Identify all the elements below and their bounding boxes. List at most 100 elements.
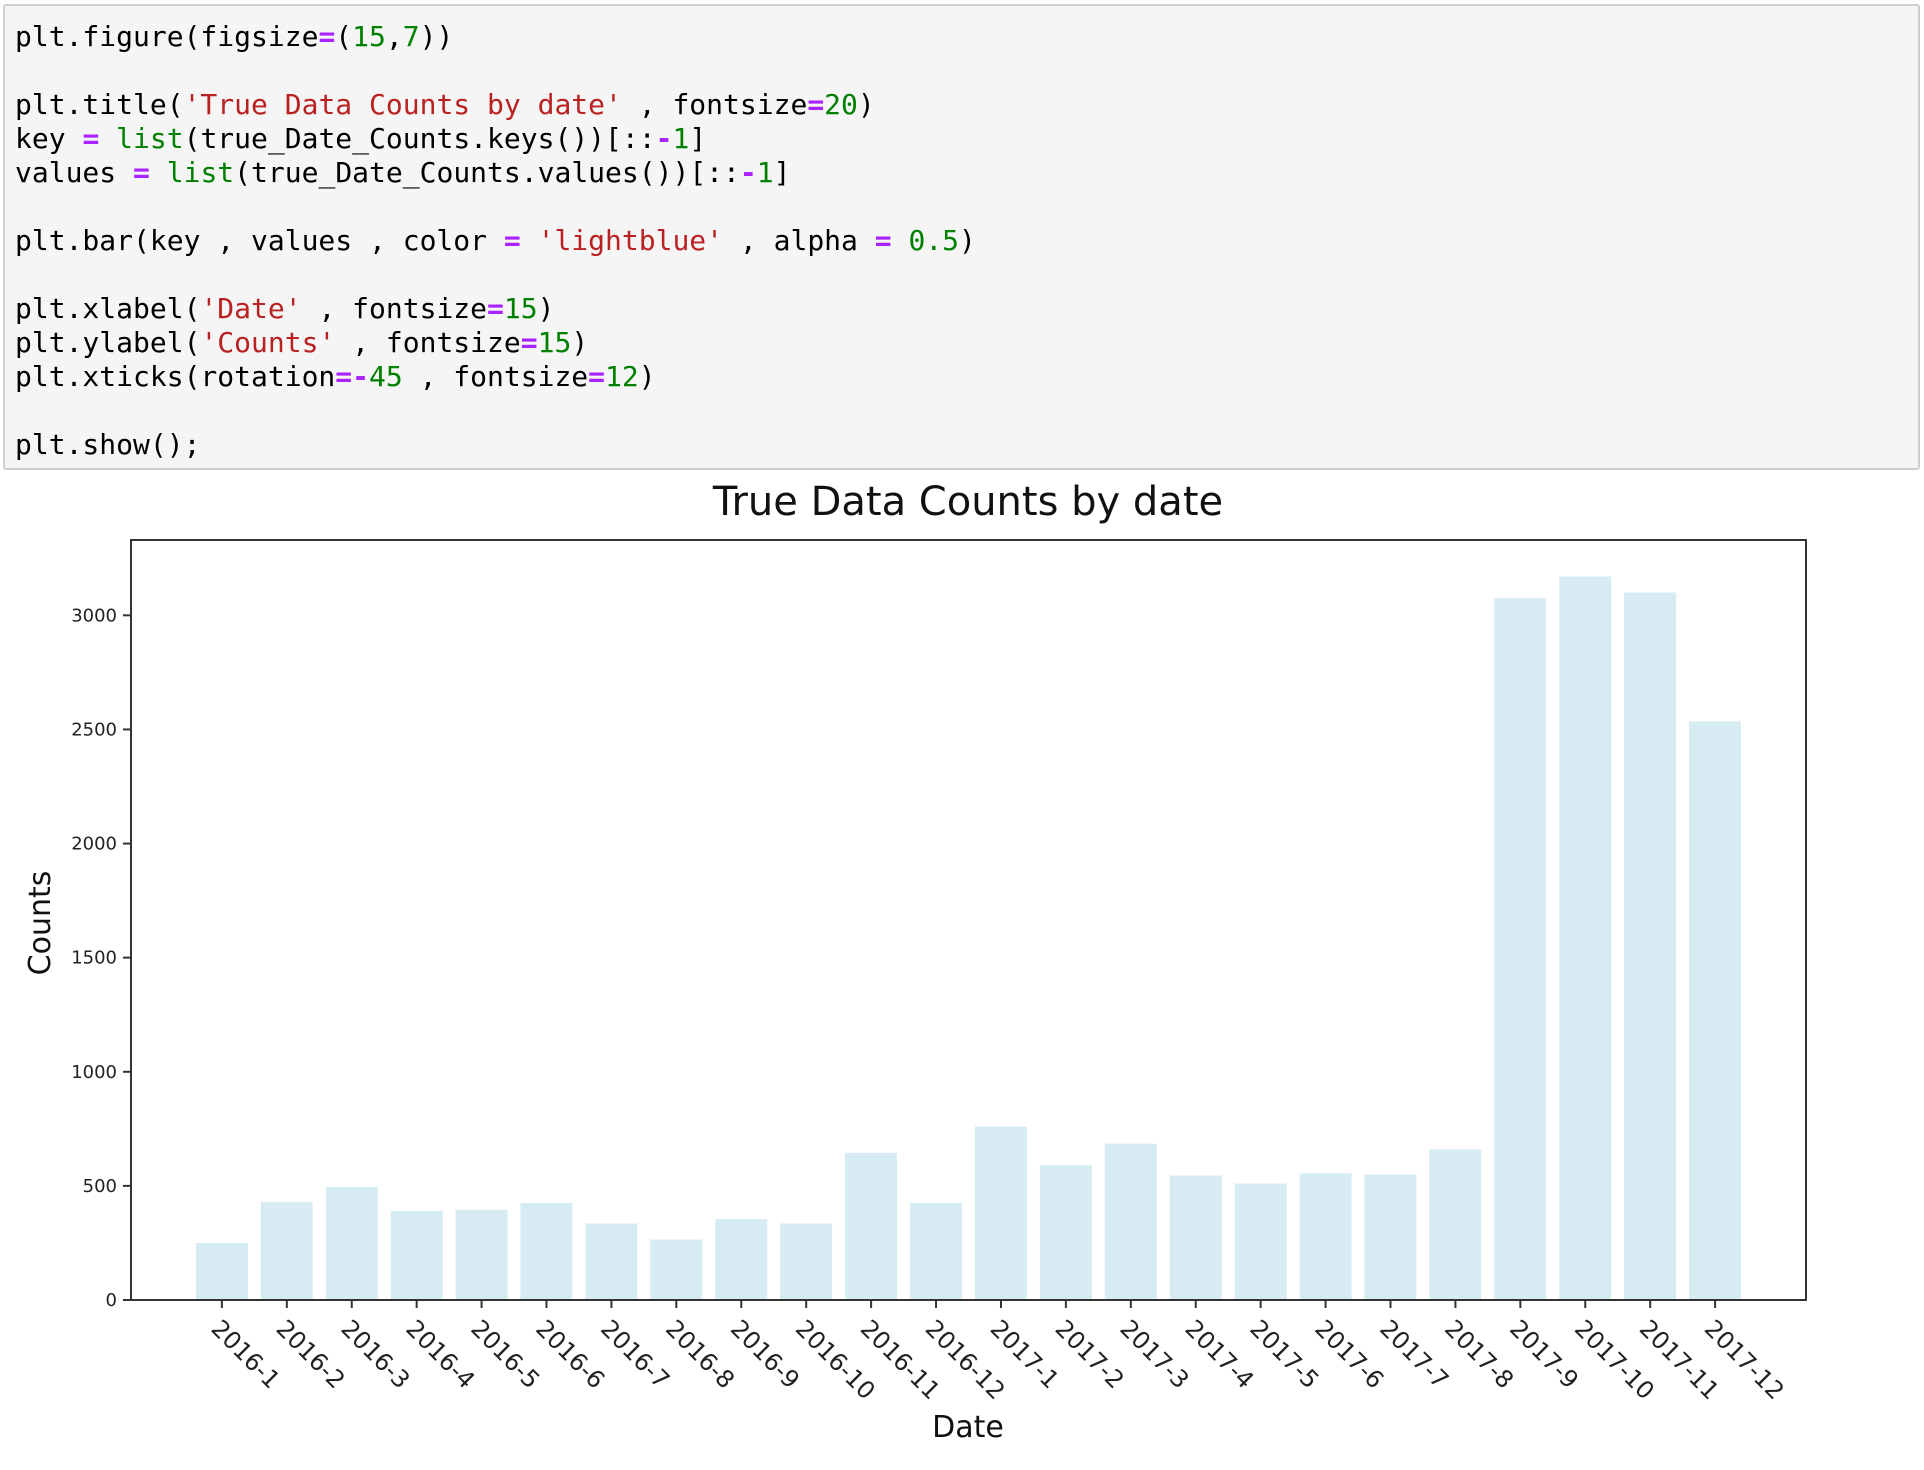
code-token: 7 [402, 20, 420, 53]
output-area: True Data Counts by date 0 500 1000 1500 200… [0, 470, 1924, 1466]
code-token: = [807, 88, 825, 121]
code-token: = [318, 20, 336, 53]
y-tick-label: 2500 [71, 719, 117, 740]
x-axis-label: Date [932, 1410, 1004, 1445]
bar-2017-4 [1169, 1175, 1222, 1300]
bar-2016-12 [910, 1203, 962, 1300]
code-editor[interactable]: plt.figure(figsize=(15,7)) plt.title('Tr… [15, 20, 976, 462]
code-token: = [82, 122, 100, 155]
bar-2017-2 [1039, 1165, 1092, 1300]
code-token: =- [335, 360, 370, 393]
x-tick-label: 2016-3 [335, 1314, 415, 1394]
code-token: plt.ylabel( [15, 326, 201, 359]
code-token: (true_Date_Counts.values())[:: [234, 156, 740, 189]
code-token: plt.figure(figsize [15, 20, 319, 53]
y-tick-label: 1500 [71, 948, 117, 969]
code-token: ] [773, 156, 791, 189]
chart-title: True Data Counts by date [712, 479, 1223, 525]
code-token: 20 [824, 88, 858, 121]
bar-2016-4 [390, 1211, 443, 1300]
code-token: plt.title( [15, 88, 184, 121]
bar-2017-6 [1299, 1173, 1352, 1300]
bar-2017-9 [1494, 598, 1547, 1300]
code-token: 15 [537, 326, 572, 359]
code-token: = [520, 326, 538, 359]
code-token: , [385, 20, 403, 53]
code-token: = [503, 224, 521, 257]
code-token: 'True Data Counts by date' [183, 88, 622, 121]
bar-2017-3 [1104, 1143, 1157, 1300]
code-token [150, 156, 167, 189]
code-token: list [166, 156, 235, 189]
code-token: = [487, 292, 504, 325]
code-line: key = list(true_Date_Counts.keys())[::-1… [15, 122, 976, 156]
bar-2016-3 [325, 1187, 378, 1300]
code-token: ] [689, 122, 707, 155]
code-token: , fontsize [301, 292, 488, 325]
code-line: plt.xticks(rotation=-45 , fontsize=12) [15, 360, 976, 394]
code-token: = [133, 156, 150, 189]
x-tick-label: 2016-7 [595, 1314, 675, 1394]
code-token: key [15, 122, 83, 155]
code-token: ) [638, 360, 656, 393]
code-token: ) [571, 326, 589, 359]
code-line [15, 394, 976, 428]
x-tick-label: 2017-9 [1504, 1314, 1584, 1394]
bar-2017-12 [1689, 721, 1741, 1300]
code-token: 1 [672, 122, 690, 155]
code-line: plt.show(); [15, 428, 976, 462]
code-cell[interactable]: plt.figure(figsize=(15,7)) plt.title('Tr… [3, 4, 1920, 470]
code-line: plt.xlabel('Date' , fontsize=15) [15, 292, 976, 326]
x-tick-label: 2016-1 [206, 1314, 286, 1394]
plot-frame [130, 539, 1807, 1301]
code-token: values [15, 156, 134, 189]
code-line: plt.ylabel('Counts' , fontsize=15) [15, 326, 976, 360]
code-token: list [116, 122, 184, 155]
y-tick-label: 1000 [71, 1062, 117, 1083]
bar-2016-2 [260, 1201, 313, 1300]
code-token: = [588, 360, 606, 393]
bar-2016-5 [455, 1209, 508, 1300]
bar-2016-1 [195, 1242, 248, 1300]
y-tick-label: 500 [83, 1176, 117, 1197]
code-token: 0.5 [908, 224, 960, 257]
x-tick-label: 2016-8 [660, 1314, 740, 1394]
x-tick-label: 2016-2 [271, 1314, 351, 1394]
y-tick-label: 0 [106, 1290, 117, 1311]
bar-chart: True Data Counts by date 0 500 1000 1500 200… [23, 479, 1807, 1445]
code-token: ) [857, 88, 875, 121]
code-token: plt.xlabel( [15, 292, 201, 325]
bar-2016-9 [715, 1219, 768, 1300]
code-token: , fontsize [335, 326, 521, 359]
code-token: , fontsize [402, 360, 589, 393]
code-token: ) [959, 224, 976, 257]
code-token: 'Date' [200, 292, 302, 325]
x-tick-label: 2017-8 [1439, 1314, 1519, 1394]
bar-2017-7 [1364, 1174, 1417, 1300]
code-token: - [739, 156, 757, 189]
code-token: )) [419, 20, 454, 53]
code-token: 'lightblue' [537, 224, 724, 257]
code-token: ( [335, 20, 353, 53]
code-token: 12 [605, 360, 639, 393]
code-token: 15 [352, 20, 386, 53]
x-tick-label: 2016-4 [400, 1314, 480, 1394]
code-line [15, 258, 976, 292]
code-token: - [655, 122, 673, 155]
code-token: 'Counts' [200, 326, 336, 359]
x-tick-label: 2017-6 [1309, 1314, 1389, 1394]
x-tick-label: 2017-3 [1115, 1314, 1195, 1394]
bar-2016-11 [845, 1152, 897, 1300]
code-token [892, 224, 909, 257]
x-tick-label: 2017-4 [1179, 1314, 1259, 1394]
code-token: 45 [369, 360, 403, 393]
y-tick-label: 3000 [71, 605, 117, 626]
code-line [15, 190, 976, 224]
x-tick-label: 2016-6 [530, 1314, 610, 1394]
code-line: plt.bar(key , values , color = 'lightblu… [15, 224, 976, 258]
y-axis-label: Counts [23, 871, 58, 976]
code-token: , fontsize [621, 88, 808, 121]
bar-2016-7 [585, 1223, 638, 1300]
bar-2017-5 [1234, 1183, 1287, 1300]
code-token: ) [537, 292, 555, 325]
